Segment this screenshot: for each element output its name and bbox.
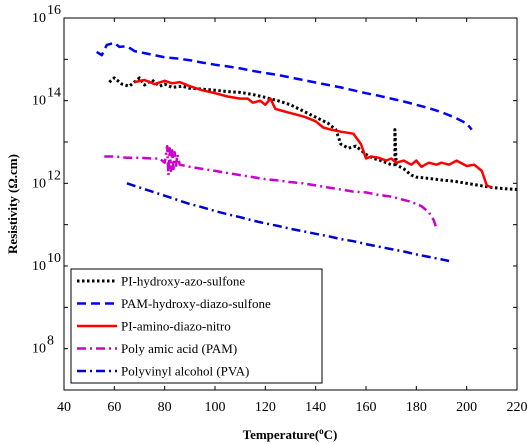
- y-tick-label: 10: [32, 259, 46, 274]
- series-line-4: [104, 144, 438, 230]
- x-axis-title-text: Temperature(: [243, 427, 320, 442]
- legend-label: PI-amino-diazo-nitro: [121, 319, 231, 334]
- legend-label: Polyvinyl alcohol (PVA): [121, 364, 249, 379]
- x-tick-label: 80: [158, 400, 172, 415]
- y-tick-exponent: 14: [47, 86, 61, 101]
- y-axis-title-text: Resistivity (Ω.cm): [5, 154, 20, 254]
- x-axis-ticks: 40 60 80 100 120 140 160 180 200 220: [57, 18, 528, 415]
- x-axis-title-degree: o: [319, 426, 324, 436]
- y-tick-label: 10: [32, 176, 46, 191]
- y-tick-label: 10: [32, 342, 46, 357]
- x-tick-label: 120: [255, 400, 276, 415]
- x-tick-label: 180: [406, 400, 427, 415]
- y-tick-exponent: 8: [47, 334, 54, 349]
- series-layer: [96, 41, 518, 263]
- legend-label: Poly amic acid (PAM): [121, 341, 237, 356]
- x-tick-label: 100: [205, 400, 226, 415]
- series-line-3: [134, 78, 493, 189]
- y-axis-title: Resistivity (Ω.cm): [5, 154, 20, 254]
- x-tick-label: 40: [57, 400, 71, 415]
- series-line-1: [108, 76, 518, 191]
- x-axis-title: Temperature(oC): [243, 426, 338, 442]
- legend-label: PI-hydroxy-azo-sulfone: [121, 274, 245, 289]
- x-tick-label: 140: [305, 400, 326, 415]
- x-tick-label: 160: [356, 400, 377, 415]
- x-tick-label: 200: [456, 400, 477, 415]
- y-tick-label: 10: [32, 11, 46, 26]
- y-tick-exponent: 10: [47, 251, 61, 266]
- series-line-2: [96, 41, 473, 131]
- x-tick-label: 220: [507, 400, 528, 415]
- legend: PI-hydroxy-azo-sulfone PAM-hydroxy-diazo-…: [70, 268, 323, 384]
- y-tick-exponent: 12: [47, 168, 61, 183]
- series-line-5: [126, 182, 450, 263]
- x-tick-label: 60: [107, 400, 121, 415]
- x-axis-title-unit: C): [324, 427, 338, 442]
- y-tick-exponent: 16: [47, 3, 61, 18]
- y-tick-label: 10: [32, 94, 46, 109]
- legend-label: PAM-hydroxy-diazo-sulfone: [121, 296, 271, 311]
